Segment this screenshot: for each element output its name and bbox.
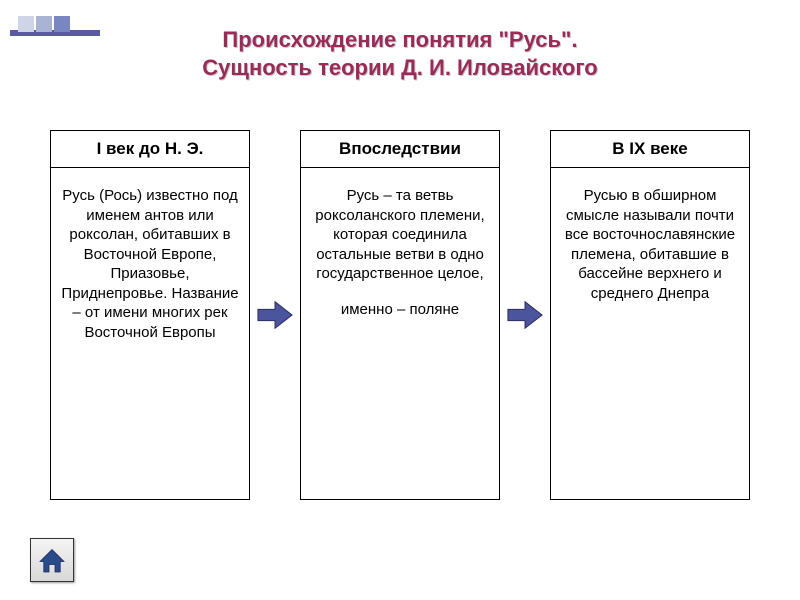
slide-title: Происхождение понятия "Русь". Сущность т… xyxy=(0,0,800,81)
card-3: В IX веке Русью в обширном смысле называ… xyxy=(550,130,750,500)
card-1-body: Русь (Рось) известно под именем антов ил… xyxy=(51,168,249,499)
corner-decoration xyxy=(10,10,100,48)
home-button[interactable] xyxy=(30,538,74,582)
card-1-header: I век до Н. Э. xyxy=(51,131,249,168)
column-wrap-2: Впоследствии Русь – та ветвь роксоланско… xyxy=(300,130,550,500)
card-3-text-1: Русью в обширном смысле называли почти в… xyxy=(561,186,739,303)
card-2-header: Впоследствии xyxy=(301,131,499,168)
card-1: I век до Н. Э. Русь (Рось) известно под … xyxy=(50,130,250,500)
deco-square-2 xyxy=(36,16,52,32)
card-1-text-1: Русь (Рось) известно под именем антов ил… xyxy=(61,186,239,342)
title-line-1: Происхождение понятия "Русь". xyxy=(0,26,800,54)
arrow-2 xyxy=(506,296,544,334)
deco-square-1 xyxy=(18,16,34,32)
card-2-text-2: именно – поляне xyxy=(311,300,489,320)
home-icon xyxy=(37,545,67,575)
card-3-header: В IX веке xyxy=(551,131,749,168)
arrow-right-icon xyxy=(506,296,544,334)
arrow-1 xyxy=(256,296,294,334)
card-3-body: Русью в обширном смысле называли почти в… xyxy=(551,168,749,499)
card-2: Впоследствии Русь – та ветвь роксоланско… xyxy=(300,130,500,500)
columns-container: I век до Н. Э. Русь (Рось) известно под … xyxy=(50,130,750,500)
arrow-right-icon xyxy=(256,296,294,334)
column-wrap-3: В IX веке Русью в обширном смысле называ… xyxy=(550,130,750,500)
card-2-text-1: Русь – та ветвь роксоланского племени, к… xyxy=(311,186,489,284)
slide-root: Происхождение понятия "Русь". Сущность т… xyxy=(0,0,800,600)
column-wrap-1: I век до Н. Э. Русь (Рось) известно под … xyxy=(50,130,300,500)
title-line-2: Сущность теории Д. И. Иловайского xyxy=(0,54,800,82)
card-2-body: Русь – та ветвь роксоланского племени, к… xyxy=(301,168,499,499)
deco-square-3 xyxy=(54,16,70,32)
